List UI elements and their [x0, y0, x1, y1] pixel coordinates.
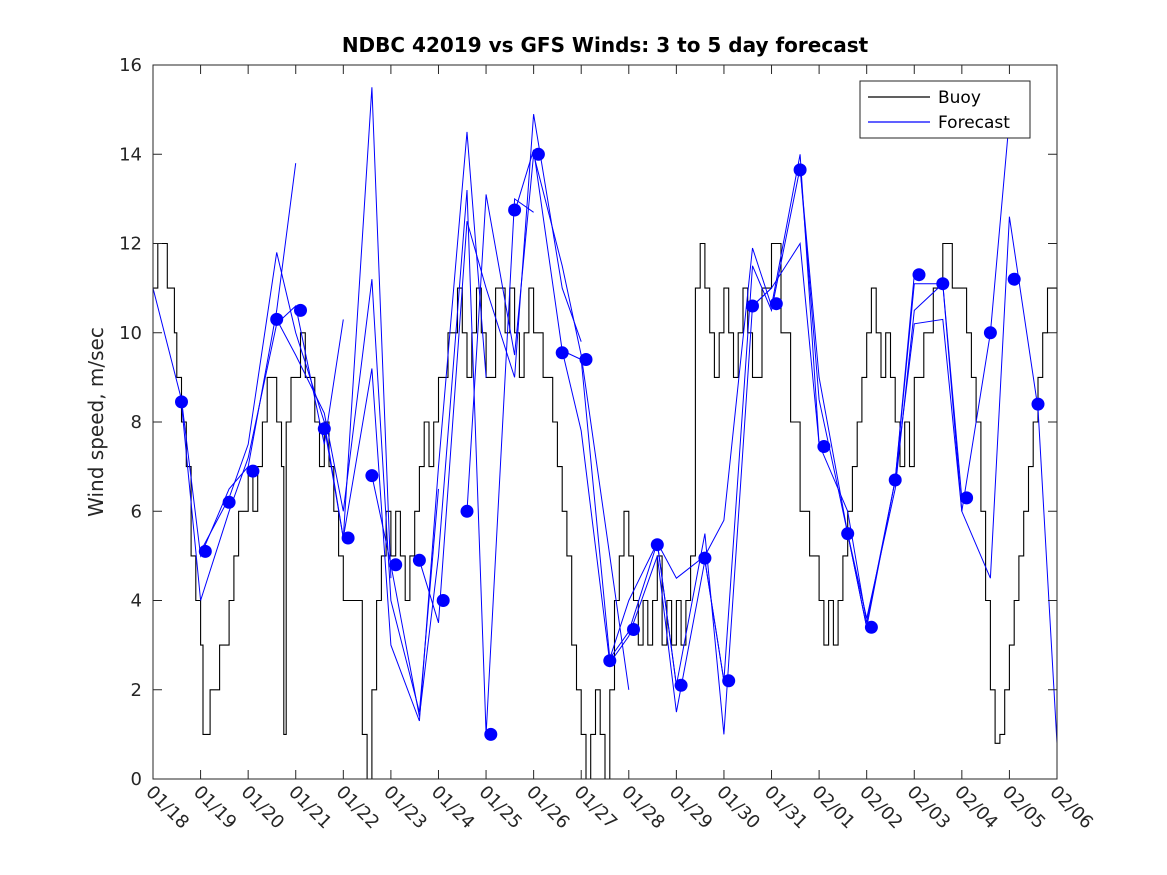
forecast-marker-20 [627, 623, 640, 636]
forecast-run-line-12 [656, 154, 820, 579]
forecast-run-line-11 [609, 287, 772, 735]
y-tick-label-16: 16 [119, 55, 142, 76]
y-tick-label-6: 6 [131, 501, 142, 522]
forecast-marker-4 [246, 464, 260, 478]
forecast-run-line-10 [561, 350, 725, 713]
chart-title: NDBC 42019 vs GFS Winds: 3 to 5 day fore… [342, 33, 869, 57]
forecast-run-line-2 [181, 305, 344, 601]
forecast-marker-13 [460, 504, 474, 518]
y-tick-label-8: 8 [131, 412, 142, 433]
forecast-run-line-6 [371, 189, 534, 735]
forecast-marker-1 [175, 395, 188, 409]
forecast-marker-8 [341, 531, 355, 545]
forecast-run-line-17 [894, 216, 1058, 744]
forecast-marker-18 [579, 353, 593, 366]
legend: Buoy Forecast [859, 80, 1031, 139]
forecast-marker-9 [365, 469, 379, 483]
forecast-marker-7 [317, 422, 331, 436]
forecast-marker-28 [817, 440, 831, 453]
forecast-marker-21 [650, 538, 664, 552]
legend-buoy-label: Buoy [938, 88, 981, 108]
forecast-marker-6 [294, 303, 307, 317]
forecast-marker-16 [531, 147, 545, 161]
forecast-marker-22 [674, 678, 688, 692]
y-tick-label-2: 2 [131, 680, 142, 701]
forecast-run-line-5 [323, 131, 487, 722]
forecast-marker-26 [769, 297, 783, 311]
forecast-marker-37 [1031, 397, 1045, 411]
legend-box [859, 80, 1031, 139]
forecast-marker-34 [960, 491, 974, 505]
forecast-run-line-3 [200, 87, 392, 579]
forecast-marker-14 [484, 727, 498, 741]
forecast-marker-2 [198, 544, 212, 558]
forecast-run-line-13 [704, 167, 868, 681]
forecast-run-line-9 [514, 149, 677, 686]
forecast-run-line-8 [466, 154, 630, 690]
forecast-marker-12 [436, 594, 450, 607]
buoy-series-line [153, 242, 1058, 780]
forecast-marker-17 [555, 346, 569, 360]
forecast-run-line-16 [847, 118, 1010, 628]
forecast-marker-36 [1007, 272, 1021, 286]
forecast-marker-35 [983, 326, 997, 340]
forecast-marker-19 [603, 654, 617, 668]
forecast-marker-15 [508, 203, 522, 217]
forecast-marker-11 [412, 553, 426, 567]
forecast-marker-10 [389, 558, 403, 572]
forecast-marker-30 [864, 620, 878, 634]
y-tick-label-12: 12 [119, 234, 142, 255]
legend-forecast-label: Forecast [938, 113, 1010, 133]
forecast-marker-23 [698, 551, 712, 565]
forecast-marker-24 [722, 674, 736, 688]
y-tick-label-14: 14 [119, 144, 142, 165]
y-tick-label-10: 10 [119, 323, 142, 344]
forecast-marker-25 [746, 299, 759, 313]
forecast-marker-29 [841, 527, 855, 541]
y-axis-label: Wind speed, m/sec [84, 327, 108, 517]
forecast-marker-27 [793, 163, 807, 177]
forecast-marker-3 [222, 495, 236, 509]
forecast-marker-33 [936, 277, 950, 291]
y-tick-label-0: 0 [131, 769, 142, 790]
data-layer [152, 87, 1058, 780]
forecast-run-line-7 [418, 114, 582, 623]
forecast-marker-32 [912, 268, 926, 282]
forecast-marker-5 [270, 312, 284, 326]
forecast-marker-31 [888, 473, 902, 487]
y-tick-label-4: 4 [131, 591, 142, 612]
